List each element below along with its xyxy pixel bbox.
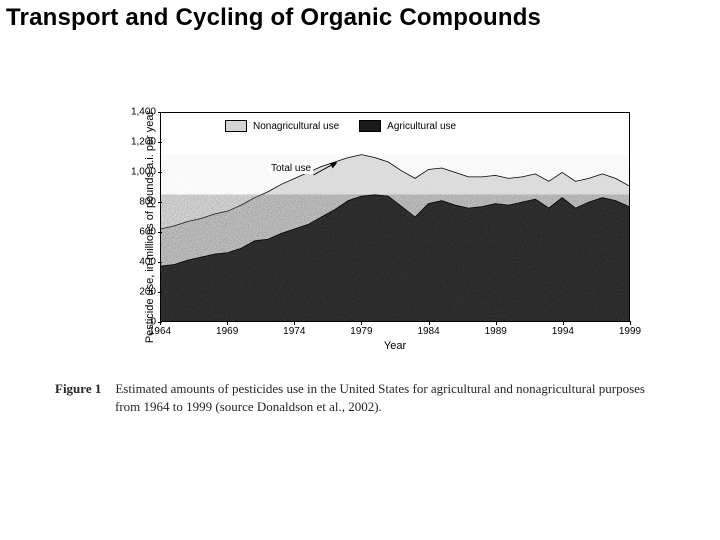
legend-item-nonag: Nonagricultural use (225, 120, 339, 132)
y-tick-label: 1,200 (131, 137, 156, 148)
y-axis-ticks: 02004006008001,0001,2001,400 (130, 112, 158, 322)
y-tick-label: 400 (139, 257, 156, 268)
x-axis-label: Year (160, 340, 630, 352)
figure: Pesticide use, in millions of pounds a.i… (90, 102, 630, 352)
x-tick-label: 1974 (283, 326, 305, 337)
caption-fignum: Figure 1 (55, 381, 101, 396)
x-tick-label: 1964 (149, 326, 171, 337)
caption-line1: Estimated amounts of pesticides use in t… (115, 381, 645, 396)
legend-item-ag: Agricultural use (359, 120, 456, 132)
page-title: Transport and Cycling of Organic Compoun… (6, 4, 541, 32)
x-tick-label: 1989 (485, 326, 507, 337)
plot-area: Nonagricultural use Agricultural use Tot… (160, 112, 630, 322)
x-tick-label: 1999 (619, 326, 641, 337)
area-layers (161, 113, 629, 321)
y-tick-label: 200 (139, 287, 156, 298)
x-tick-label: 1994 (552, 326, 574, 337)
y-tick-label: 1,000 (131, 167, 156, 178)
x-tick-label: 1984 (417, 326, 439, 337)
chart-box: Nonagricultural use Agricultural use Tot… (130, 102, 650, 352)
caption-line2: from 1964 to 1999 (source Donaldson et a… (55, 398, 667, 416)
legend-swatch-ag (359, 120, 381, 132)
legend-label-ag: Agricultural use (387, 121, 456, 132)
x-tick-label: 1979 (350, 326, 372, 337)
y-tick-label: 600 (139, 227, 156, 238)
x-tick-label: 1969 (216, 326, 238, 337)
legend-label-nonag: Nonagricultural use (253, 121, 339, 132)
legend-swatch-nonag (225, 120, 247, 132)
legend: Nonagricultural use Agricultural use (221, 119, 460, 133)
y-tick-label: 1,400 (131, 107, 156, 118)
figure-caption: Figure 1 Estimated amounts of pesticides … (55, 380, 667, 415)
x-axis-ticks: 19641969197419791984198919941999 (160, 322, 630, 342)
y-tick-label: 800 (139, 197, 156, 208)
annotation-total-use: Total use (269, 163, 313, 174)
